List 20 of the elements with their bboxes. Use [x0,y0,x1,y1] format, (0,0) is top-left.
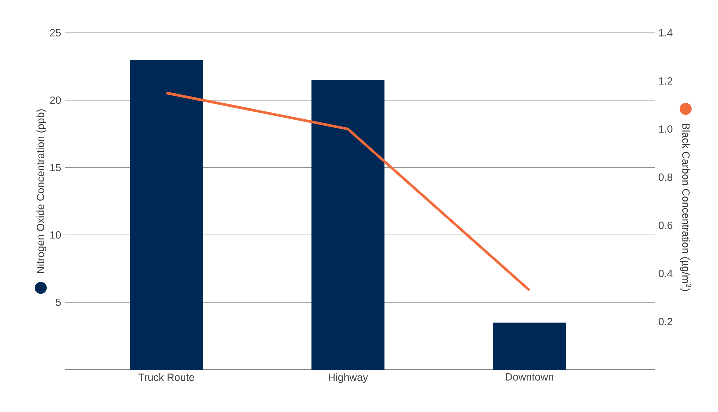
x-tick-label: Highway [329,374,368,384]
y-tick-label: 15 [50,164,62,172]
y-tick-label: 5 [56,298,62,306]
y2-tick-label: 0.4 [658,270,673,278]
y-tick-label: 25 [50,29,62,37]
y-tick-label: 10 [50,232,62,239]
y2-tick-label: 1.0 [659,126,673,133]
x-tick-label: Downtown [506,374,554,381]
y2-axis-title: Black Carbon Concentration (µg/m$^{3}$) [680,124,692,292]
bar [130,60,204,370]
y2-tick-label: 0.2 [658,318,673,326]
y-tick-label: 20 [50,96,62,104]
y-axis-title: Nitrogen Oxide Concentration (ppb) [36,110,46,274]
y2-tick-label: 0.6 [658,222,673,230]
bar [312,80,385,370]
y2-tick-label: 1.2 [659,77,673,85]
y2-tick-label: 1.4 [659,29,673,37]
bar [493,322,566,370]
x-tick-label: Truck Route [138,374,194,382]
y2-tick-label: 0.8 [658,174,673,182]
